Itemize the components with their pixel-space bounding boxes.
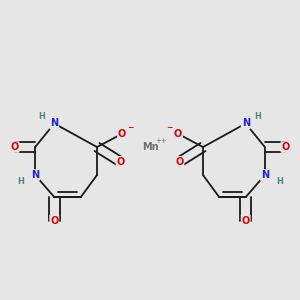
Text: H: H	[38, 112, 45, 121]
Text: O: O	[118, 129, 126, 139]
Text: N: N	[261, 170, 269, 180]
Text: −: −	[127, 123, 134, 132]
Text: O: O	[175, 157, 184, 167]
Text: H: H	[276, 177, 283, 186]
Text: −: −	[167, 123, 173, 132]
Text: Mn: Mn	[142, 142, 158, 152]
Text: N: N	[50, 118, 58, 128]
Text: N: N	[31, 170, 39, 180]
Text: O: O	[11, 142, 19, 152]
Text: H: H	[255, 112, 262, 121]
Text: O: O	[116, 157, 125, 167]
Text: O: O	[281, 142, 290, 152]
Text: O: O	[242, 216, 250, 226]
Text: N: N	[242, 118, 250, 128]
Text: H: H	[17, 177, 24, 186]
Text: O: O	[174, 129, 182, 139]
Text: O: O	[50, 216, 58, 226]
Text: ++: ++	[155, 138, 167, 144]
